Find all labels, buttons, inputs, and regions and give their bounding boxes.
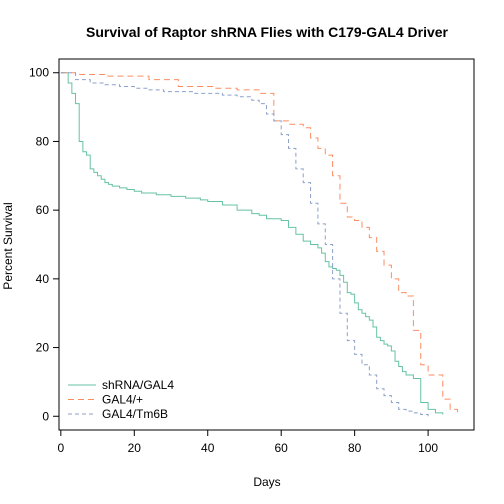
y-tick-label: 0 xyxy=(42,409,49,423)
legend-label: GAL4/Tm6B xyxy=(102,407,168,421)
legend-label: GAL4/+ xyxy=(102,393,143,407)
x-tick-label: 60 xyxy=(275,441,289,455)
x-tick-label: 0 xyxy=(57,441,64,455)
x-axis-label: Days xyxy=(253,475,280,489)
y-tick-label: 80 xyxy=(36,134,50,148)
y-tick-label: 60 xyxy=(36,203,50,217)
chart-title: Survival of Raptor shRNA Flies with C179… xyxy=(86,24,449,40)
x-tick-label: 20 xyxy=(128,441,142,455)
x-axis: 0 20 40 60 80 100 xyxy=(57,430,438,455)
series-line-shrna-gal4 xyxy=(60,72,444,415)
plot-frame xyxy=(58,58,475,431)
y-axis-label: Percent Survival xyxy=(1,202,15,289)
series-line-gal4- xyxy=(60,72,458,413)
y-axis: 0 20 40 60 80 100 xyxy=(29,66,59,423)
legend-label: shRNA/GAL4 xyxy=(102,378,174,392)
series-layer xyxy=(60,72,458,417)
y-tick-label: 20 xyxy=(36,341,50,355)
y-tick-label: 100 xyxy=(29,66,49,80)
x-tick-label: 40 xyxy=(201,441,215,455)
x-tick-label: 80 xyxy=(348,441,362,455)
series-line-gal4-tm6b xyxy=(60,72,429,417)
x-tick-label: 100 xyxy=(418,441,438,455)
y-tick-label: 40 xyxy=(36,272,50,286)
